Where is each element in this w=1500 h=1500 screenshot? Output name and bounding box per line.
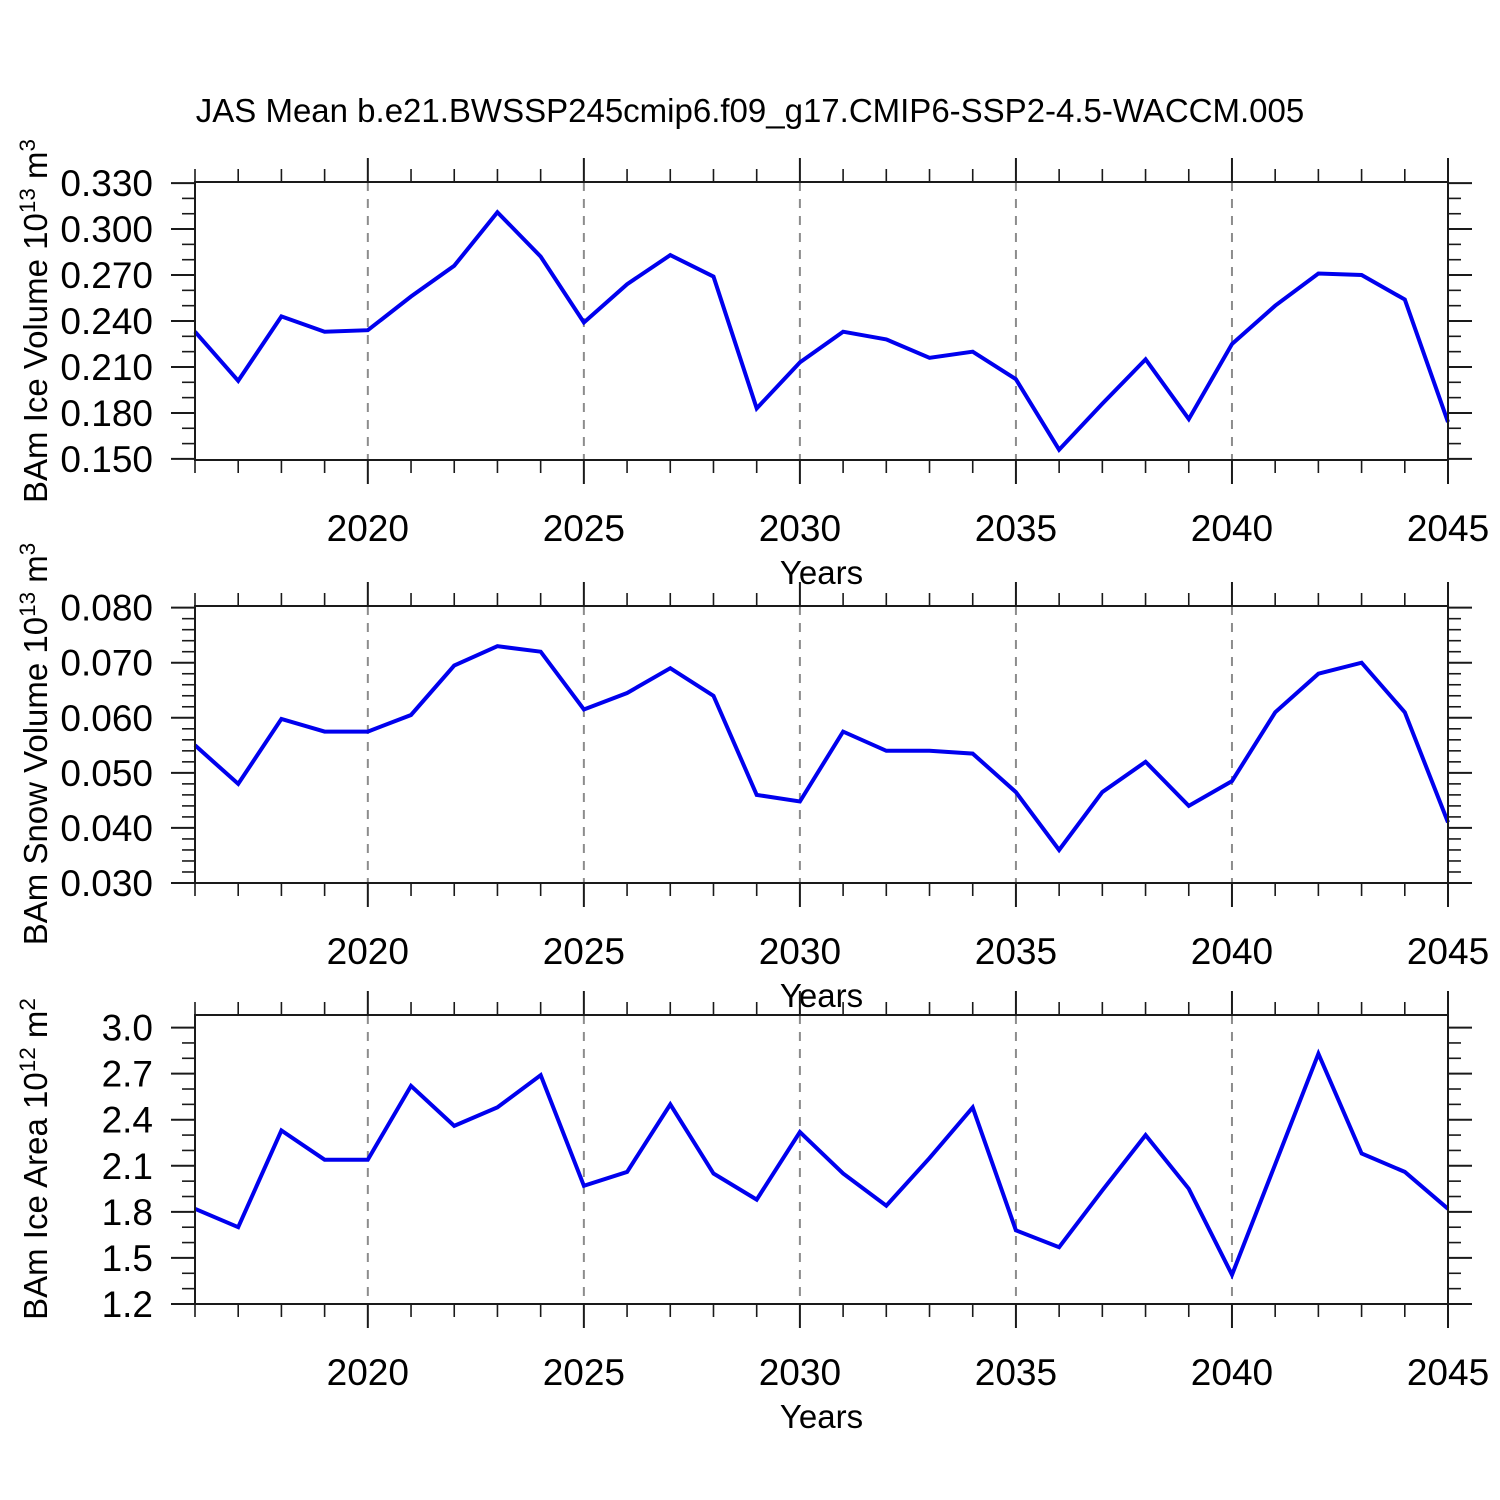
x-axis-title: Years (780, 977, 863, 1014)
x-tick-label: 2030 (759, 931, 841, 972)
x-tick-label: 2025 (543, 508, 625, 549)
y-axis-title-unit-exponent: 3 (15, 542, 40, 556)
y-tick-label: 0.030 (60, 863, 153, 904)
panel-frame (194, 605, 1449, 884)
y-tick-label: 0.330 (60, 163, 153, 204)
panel-frame (194, 1014, 1449, 1305)
y-axis-title-ice-area: BAm Ice Area 1012 m2 (8, 849, 54, 1469)
x-tick-label: 2045 (1407, 931, 1489, 972)
y-tick-label: 1.8 (102, 1192, 153, 1233)
y-axis-title-exponent: 13 (15, 591, 40, 617)
x-tick-label: 2040 (1191, 508, 1273, 549)
y-tick-label: 0.270 (60, 255, 153, 296)
series-line-ice-volume (193, 209, 1450, 453)
x-tick-label: 2035 (975, 508, 1057, 549)
y-axis-title-exponent: 13 (15, 188, 40, 214)
y-axis-title-unit-exponent: 3 (15, 139, 40, 152)
x-axis-title: Years (780, 554, 863, 591)
x-tick-label: 2020 (327, 931, 409, 972)
series-line-snow-volume (193, 644, 1450, 854)
series-line-ice-area (194, 1048, 1450, 1280)
y-tick-label: 0.060 (60, 698, 153, 739)
panel-ice-area: 1.2 1.5 1.8 2.1 2.4 2.7 3.0 2020 2025 2030 2035 204… (102, 991, 1489, 1435)
figure-title: JAS Mean b.e21.BWSSP245cmip6.f09_g17.CMI… (195, 92, 1305, 129)
x-tick-label: 2030 (759, 508, 841, 549)
y-tick-label: 0.080 (60, 588, 153, 629)
x-tick-label: 2040 (1191, 931, 1273, 972)
y-tick-label: 1.2 (102, 1284, 153, 1325)
y-tick-label: 0.240 (60, 301, 153, 342)
y-tick-label: 0.300 (60, 209, 153, 250)
y-axis-title-exponent: 12 (15, 1047, 40, 1073)
x-tick-label: 2040 (1191, 1352, 1273, 1393)
y-axis-title-unit: m (17, 555, 54, 592)
x-axis-title: Years (780, 1398, 863, 1435)
y-axis-title-unit-exponent: 2 (15, 998, 40, 1011)
y-tick-label: 3.0 (102, 1008, 153, 1049)
y-tick-label: 1.5 (102, 1238, 153, 1279)
panel-snow-volume: 0.030 0.040 0.050 0.060 0.070 0.080 2020 2025 20… (60, 582, 1489, 1014)
y-axis-title-unit: m (17, 151, 54, 189)
y-tick-label: 0.210 (60, 347, 153, 388)
panel-ice-volume: 0.150 0.180 0.210 0.240 0.270 0.300 0.330 2020 2… (60, 158, 1489, 591)
y-axis-title-unit: m (17, 1010, 54, 1048)
x-tick-label: 2035 (975, 931, 1057, 972)
x-tick-label: 2035 (975, 1352, 1057, 1393)
y-tick-label: 2.4 (102, 1100, 153, 1141)
y-tick-label: 2.1 (102, 1146, 153, 1187)
x-tick-label: 2030 (759, 1352, 841, 1393)
y-tick-label: 0.040 (60, 808, 153, 849)
y-tick-label: 0.150 (60, 439, 153, 480)
y-axis-title-text: BAm Ice Area 10 (17, 1072, 54, 1320)
x-tick-label: 2025 (543, 931, 625, 972)
y-tick-label: 0.070 (60, 643, 153, 684)
x-tick-label: 2045 (1407, 1352, 1489, 1393)
y-tick-label: 0.180 (60, 393, 153, 434)
x-tick-label: 2020 (327, 508, 409, 549)
x-tick-label: 2045 (1407, 508, 1489, 549)
y-tick-label: 0.050 (60, 753, 153, 794)
x-tick-label: 2020 (327, 1352, 409, 1393)
y-tick-label: 2.7 (102, 1054, 153, 1095)
x-tick-label: 2025 (543, 1352, 625, 1393)
